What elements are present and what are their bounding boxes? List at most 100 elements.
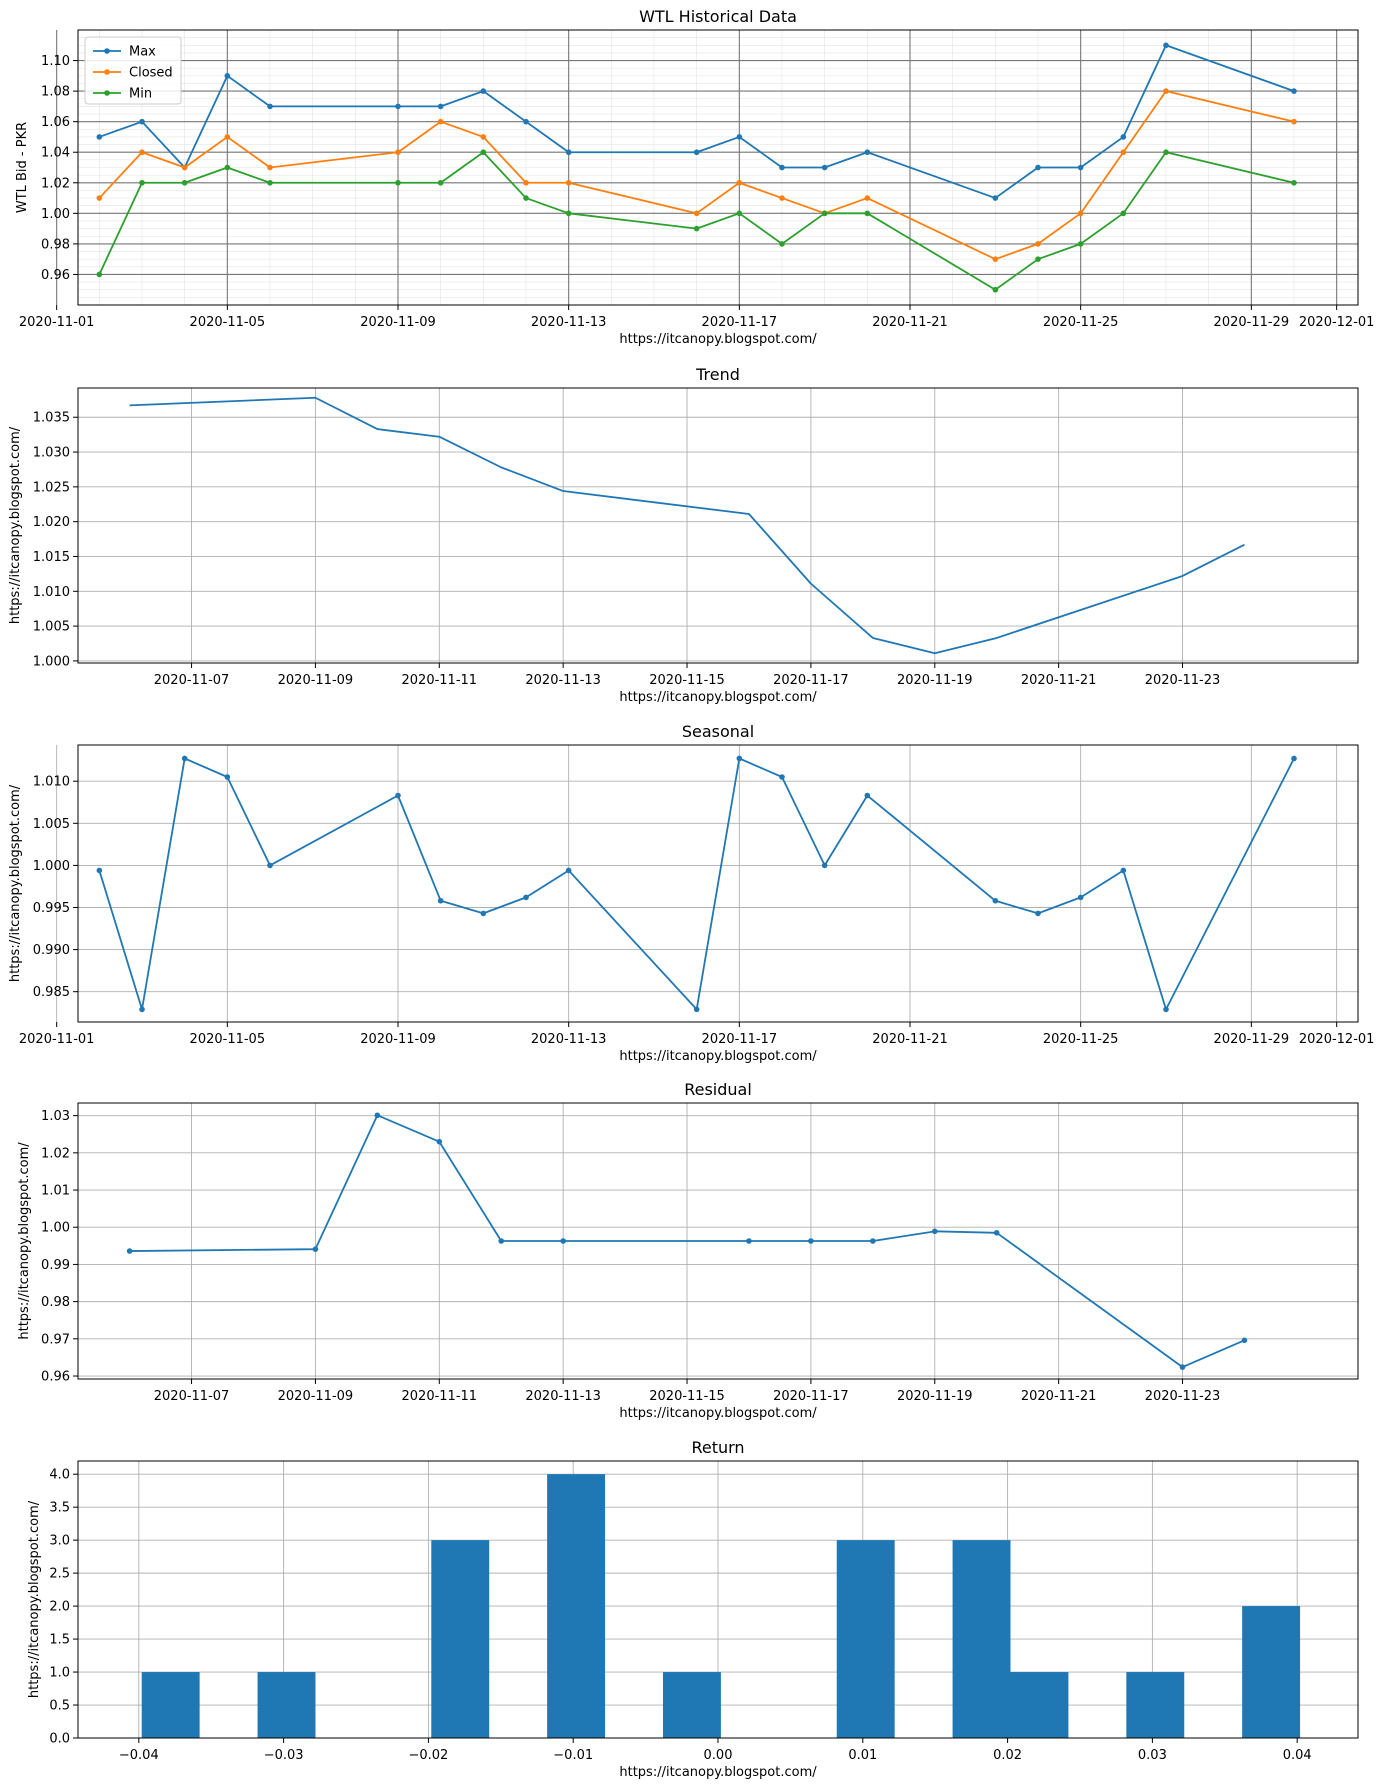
x-tick-label: 2020-11-09 [360,1032,436,1047]
y-tick-label: 1.015 [33,550,70,565]
data-point [267,164,273,171]
plot-frame [77,1102,1359,1380]
data-point [565,179,572,186]
histogram-bar [836,1540,895,1738]
x-tick-label: 2020-11-13 [525,1389,601,1404]
y-axis: 1.000 1.005 1.010 1.015 1.020 1.025 1.030 1.035 [33,411,1358,669]
x-tick-label: −0.02 [408,1748,448,1763]
x-tick-label: −0.01 [553,1748,593,1763]
x-tick-label: 2020-11-01 [19,1032,95,1047]
y-tick-label: 0.985 [33,985,70,1000]
data-point [480,88,487,94]
x-tick-label: 2020-11-21 [872,315,948,330]
data-point [1291,88,1297,94]
y-tick-label: 1.035 [33,411,70,426]
y-tick-label: 1.010 [33,775,70,790]
y-axis-label: https://itcanopy.blogspot.com/ [8,426,23,624]
y-axis: 0.96 0.97 0.98 0.99 1.00 1.01 1.02 1.03 [41,1109,1358,1385]
y-tick-label: 1.025 [33,480,70,495]
data-point [1035,910,1041,917]
chart-seasonal: 2020-11-01 2020-11-05 2020-11-09 2020-11-13… [8,722,1374,1064]
data-point [96,134,103,140]
x-tick-label: 2020-11-09 [360,315,436,330]
data-point [267,862,273,869]
data-point [395,103,401,110]
x-tick-label: 2020-11-21 [1021,1389,1097,1404]
data-point [436,1138,443,1145]
data-point [480,134,487,140]
data-point [560,1238,566,1244]
x-tick-label: 2020-11-05 [190,315,266,330]
data-point [480,149,487,156]
data-point [1120,134,1127,140]
data-point [523,894,529,901]
x-tick-label: 0.00 [704,1748,733,1763]
data-point [1291,755,1297,762]
y-tick-label: 1.10 [41,54,70,69]
x-axis-label: https://itcanopy.blogspot.com/ [619,1765,817,1780]
x-axis: 2020-11-07 2020-11-09 2020-11-11 2020-11-13… [154,388,1220,688]
data-point [312,1246,319,1252]
data-point [1035,164,1041,171]
histogram-bar [257,1672,316,1738]
data-point [523,195,529,201]
x-tick-label: 2020-11-17 [702,315,778,330]
chart-residual: 2020-11-07 2020-11-09 2020-11-11 2020-11-13… [17,1080,1359,1421]
y-tick-label: 1.005 [33,817,70,832]
data-point [1077,164,1084,171]
data-point [1179,1364,1186,1370]
data-point [139,149,145,156]
data-point [779,164,785,171]
histogram-bars [141,1474,1301,1738]
y-axis-label: https://itcanopy.blogspot.com/ [8,784,23,982]
data-point [1163,42,1169,49]
data-point [224,774,231,780]
data-point [126,1248,133,1254]
y-tick-label: 1.00 [41,1221,70,1236]
data-point [864,195,871,201]
data-point [870,1238,876,1244]
data-point [693,225,700,232]
histogram-bar [141,1672,200,1738]
data-point [395,149,401,156]
data-point [224,134,231,140]
x-tick-label: 2020-11-25 [1043,315,1119,330]
y-tick-label: 2.5 [49,1567,70,1582]
data-point [224,164,231,171]
y-tick-label: 3.5 [49,1501,70,1516]
x-axis-label: https://itcanopy.blogspot.com/ [619,1049,817,1064]
x-tick-label: 2020-11-15 [649,673,725,688]
histogram-bar [1010,1672,1069,1738]
data-point [779,195,785,201]
data-point [437,103,444,110]
chart-historical: 2020-11-01 2020-11-05 2020-11-09 2020-11-13… [15,7,1374,347]
legend-marker [104,69,110,75]
y-tick-label: 1.020 [33,515,70,530]
legend-label-min: Min [129,87,152,102]
legend: Max Closed Min [84,36,182,105]
chart-title: WTL Historical Data [639,7,797,26]
y-tick-label: 1.04 [41,146,70,161]
x-tick-label: 2020-11-11 [402,1389,478,1404]
data-point [1291,179,1297,186]
data-point [1120,867,1127,874]
y-axis: 0.96 0.98 1.00 1.02 1.04 1.06 1.08 1.10 [41,54,1358,283]
data-point [821,164,828,171]
series-trend [129,396,1245,655]
x-tick-label: 2020-11-09 [278,673,354,688]
histogram-bar [662,1672,721,1738]
data-point [864,210,871,217]
x-tick-label: 2020-11-11 [402,673,478,688]
data-point [1077,241,1084,247]
y-tick-label: 0.96 [41,268,70,283]
plot-frame [77,387,1359,664]
data-point [693,149,700,156]
data-point [139,179,145,186]
y-tick-label: 0.96 [41,1370,70,1385]
x-axis: 2020-11-01 2020-11-05 2020-11-09 2020-11-13… [19,745,1374,1047]
histogram-bar [547,1474,606,1738]
y-axis-label: WTL Bid - PKR [15,122,30,213]
series-closed [96,88,1297,262]
x-tick-label: 2020-11-17 [773,1389,849,1404]
